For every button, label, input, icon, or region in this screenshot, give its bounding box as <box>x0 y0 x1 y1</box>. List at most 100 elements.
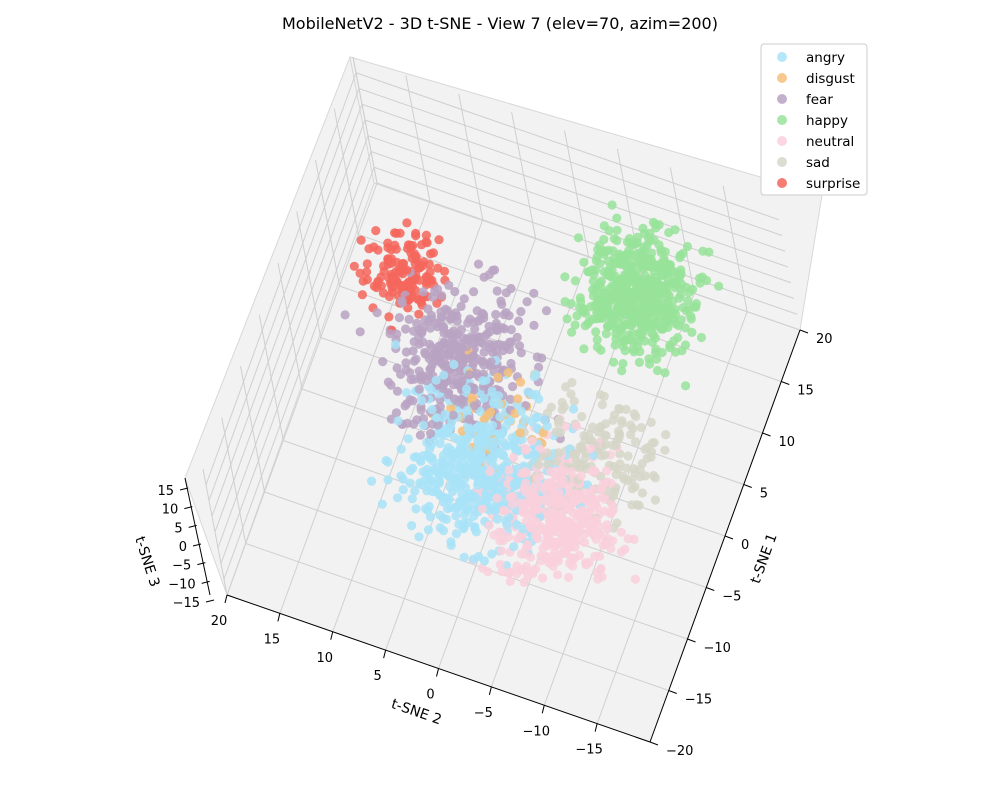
data-point-angry <box>498 427 508 438</box>
data-point-neutral <box>595 565 606 575</box>
data-point-fear <box>477 308 487 318</box>
data-point-neutral <box>495 559 505 570</box>
data-point-sad <box>575 442 585 452</box>
data-point-sad <box>567 377 577 388</box>
data-point-fear <box>438 323 448 333</box>
data-point-happy <box>714 281 724 291</box>
data-point-happy <box>639 242 649 252</box>
data-point-sad <box>551 456 562 466</box>
data-point-happy <box>591 327 601 337</box>
data-point-surprise <box>373 278 383 288</box>
data-point-happy <box>702 275 712 286</box>
data-point-sad <box>631 412 641 422</box>
data-point-angry <box>451 529 461 539</box>
data-point-angry <box>426 453 437 463</box>
data-point-disgust <box>467 392 478 402</box>
data-point-neutral <box>566 467 576 477</box>
data-point-angry <box>377 499 387 509</box>
data-point-happy <box>680 323 690 333</box>
x-tick-label: 0 <box>741 538 749 553</box>
data-point-angry <box>502 520 512 530</box>
data-point-fear <box>529 288 539 298</box>
data-point-happy <box>629 347 639 357</box>
data-point-happy <box>691 299 702 309</box>
data-point-surprise <box>384 312 394 322</box>
data-point-sad <box>630 437 641 447</box>
data-point-neutral <box>492 493 502 503</box>
data-point-happy <box>625 295 635 305</box>
data-point-surprise <box>421 230 431 240</box>
data-point-angry <box>405 478 415 488</box>
data-point-happy <box>620 346 630 356</box>
data-point-angry <box>466 451 476 461</box>
data-point-sad <box>599 391 609 401</box>
z-tick-mark <box>205 599 215 603</box>
data-point-fear <box>414 384 424 394</box>
data-point-happy <box>596 345 606 355</box>
data-point-angry <box>523 387 533 397</box>
data-point-angry <box>463 425 474 435</box>
x-tick-mark <box>687 638 696 643</box>
data-point-fear <box>491 345 501 355</box>
data-point-sad <box>543 459 553 469</box>
data-point-surprise <box>419 257 429 267</box>
data-point-happy <box>684 305 694 315</box>
data-point-fear <box>409 374 419 384</box>
data-point-angry <box>401 388 412 398</box>
wall-grid-line <box>405 75 431 202</box>
data-point-happy <box>604 245 614 255</box>
data-point-happy <box>617 366 627 376</box>
y-tick-label: 5 <box>373 669 381 684</box>
data-point-surprise <box>414 309 424 319</box>
data-point-sad <box>636 423 647 433</box>
data-point-sad <box>647 438 658 448</box>
data-point-angry <box>476 444 486 454</box>
data-point-happy <box>607 281 618 291</box>
data-point-neutral <box>608 536 618 546</box>
data-point-happy <box>604 270 614 280</box>
wall-grid-line <box>511 112 537 239</box>
data-point-happy <box>615 325 625 335</box>
data-point-happy <box>632 248 642 259</box>
data-point-neutral <box>576 471 586 481</box>
data-point-angry <box>435 469 446 479</box>
wall-grid-line <box>277 262 303 390</box>
data-point-happy <box>669 267 679 277</box>
data-point-fear <box>451 308 461 318</box>
data-point-happy <box>588 291 599 301</box>
data-point-angry <box>531 412 541 423</box>
data-point-angry <box>469 511 479 521</box>
data-point-fear <box>409 419 419 429</box>
data-point-happy <box>601 288 611 298</box>
data-point-happy <box>645 359 655 369</box>
data-point-angry <box>419 475 430 486</box>
data-point-neutral <box>590 551 600 562</box>
data-point-angry <box>451 511 461 521</box>
data-point-neutral <box>547 539 557 549</box>
data-point-happy <box>595 259 605 269</box>
data-point-angry <box>414 532 424 542</box>
z-tick-label: −5 <box>172 559 191 574</box>
x-tick-label: 10 <box>779 435 796 450</box>
data-point-neutral <box>557 532 568 542</box>
data-point-sad <box>623 451 633 461</box>
y-tick-mark <box>488 686 492 695</box>
data-point-angry <box>462 434 472 444</box>
data-point-surprise <box>398 258 409 269</box>
data-point-sad <box>554 448 564 458</box>
legend-label-angry: angry <box>806 50 845 66</box>
data-point-happy <box>560 272 570 282</box>
data-point-happy <box>625 238 635 248</box>
data-point-surprise <box>421 237 431 247</box>
data-point-angry <box>487 549 497 559</box>
data-point-neutral <box>542 529 552 539</box>
data-point-happy <box>579 257 589 267</box>
data-point-neutral <box>505 576 515 587</box>
tick-labels: −20 −15 −10 −5 0 5 10 15 20 −15 −10 −5 0 5 10 15 20 −15 −1… <box>157 329 833 759</box>
data-point-fear <box>391 408 401 418</box>
data-point-fear <box>541 306 552 316</box>
data-point-happy <box>611 334 621 344</box>
data-point-surprise <box>391 267 401 277</box>
data-point-happy <box>634 357 645 367</box>
data-point-neutral <box>521 444 531 454</box>
